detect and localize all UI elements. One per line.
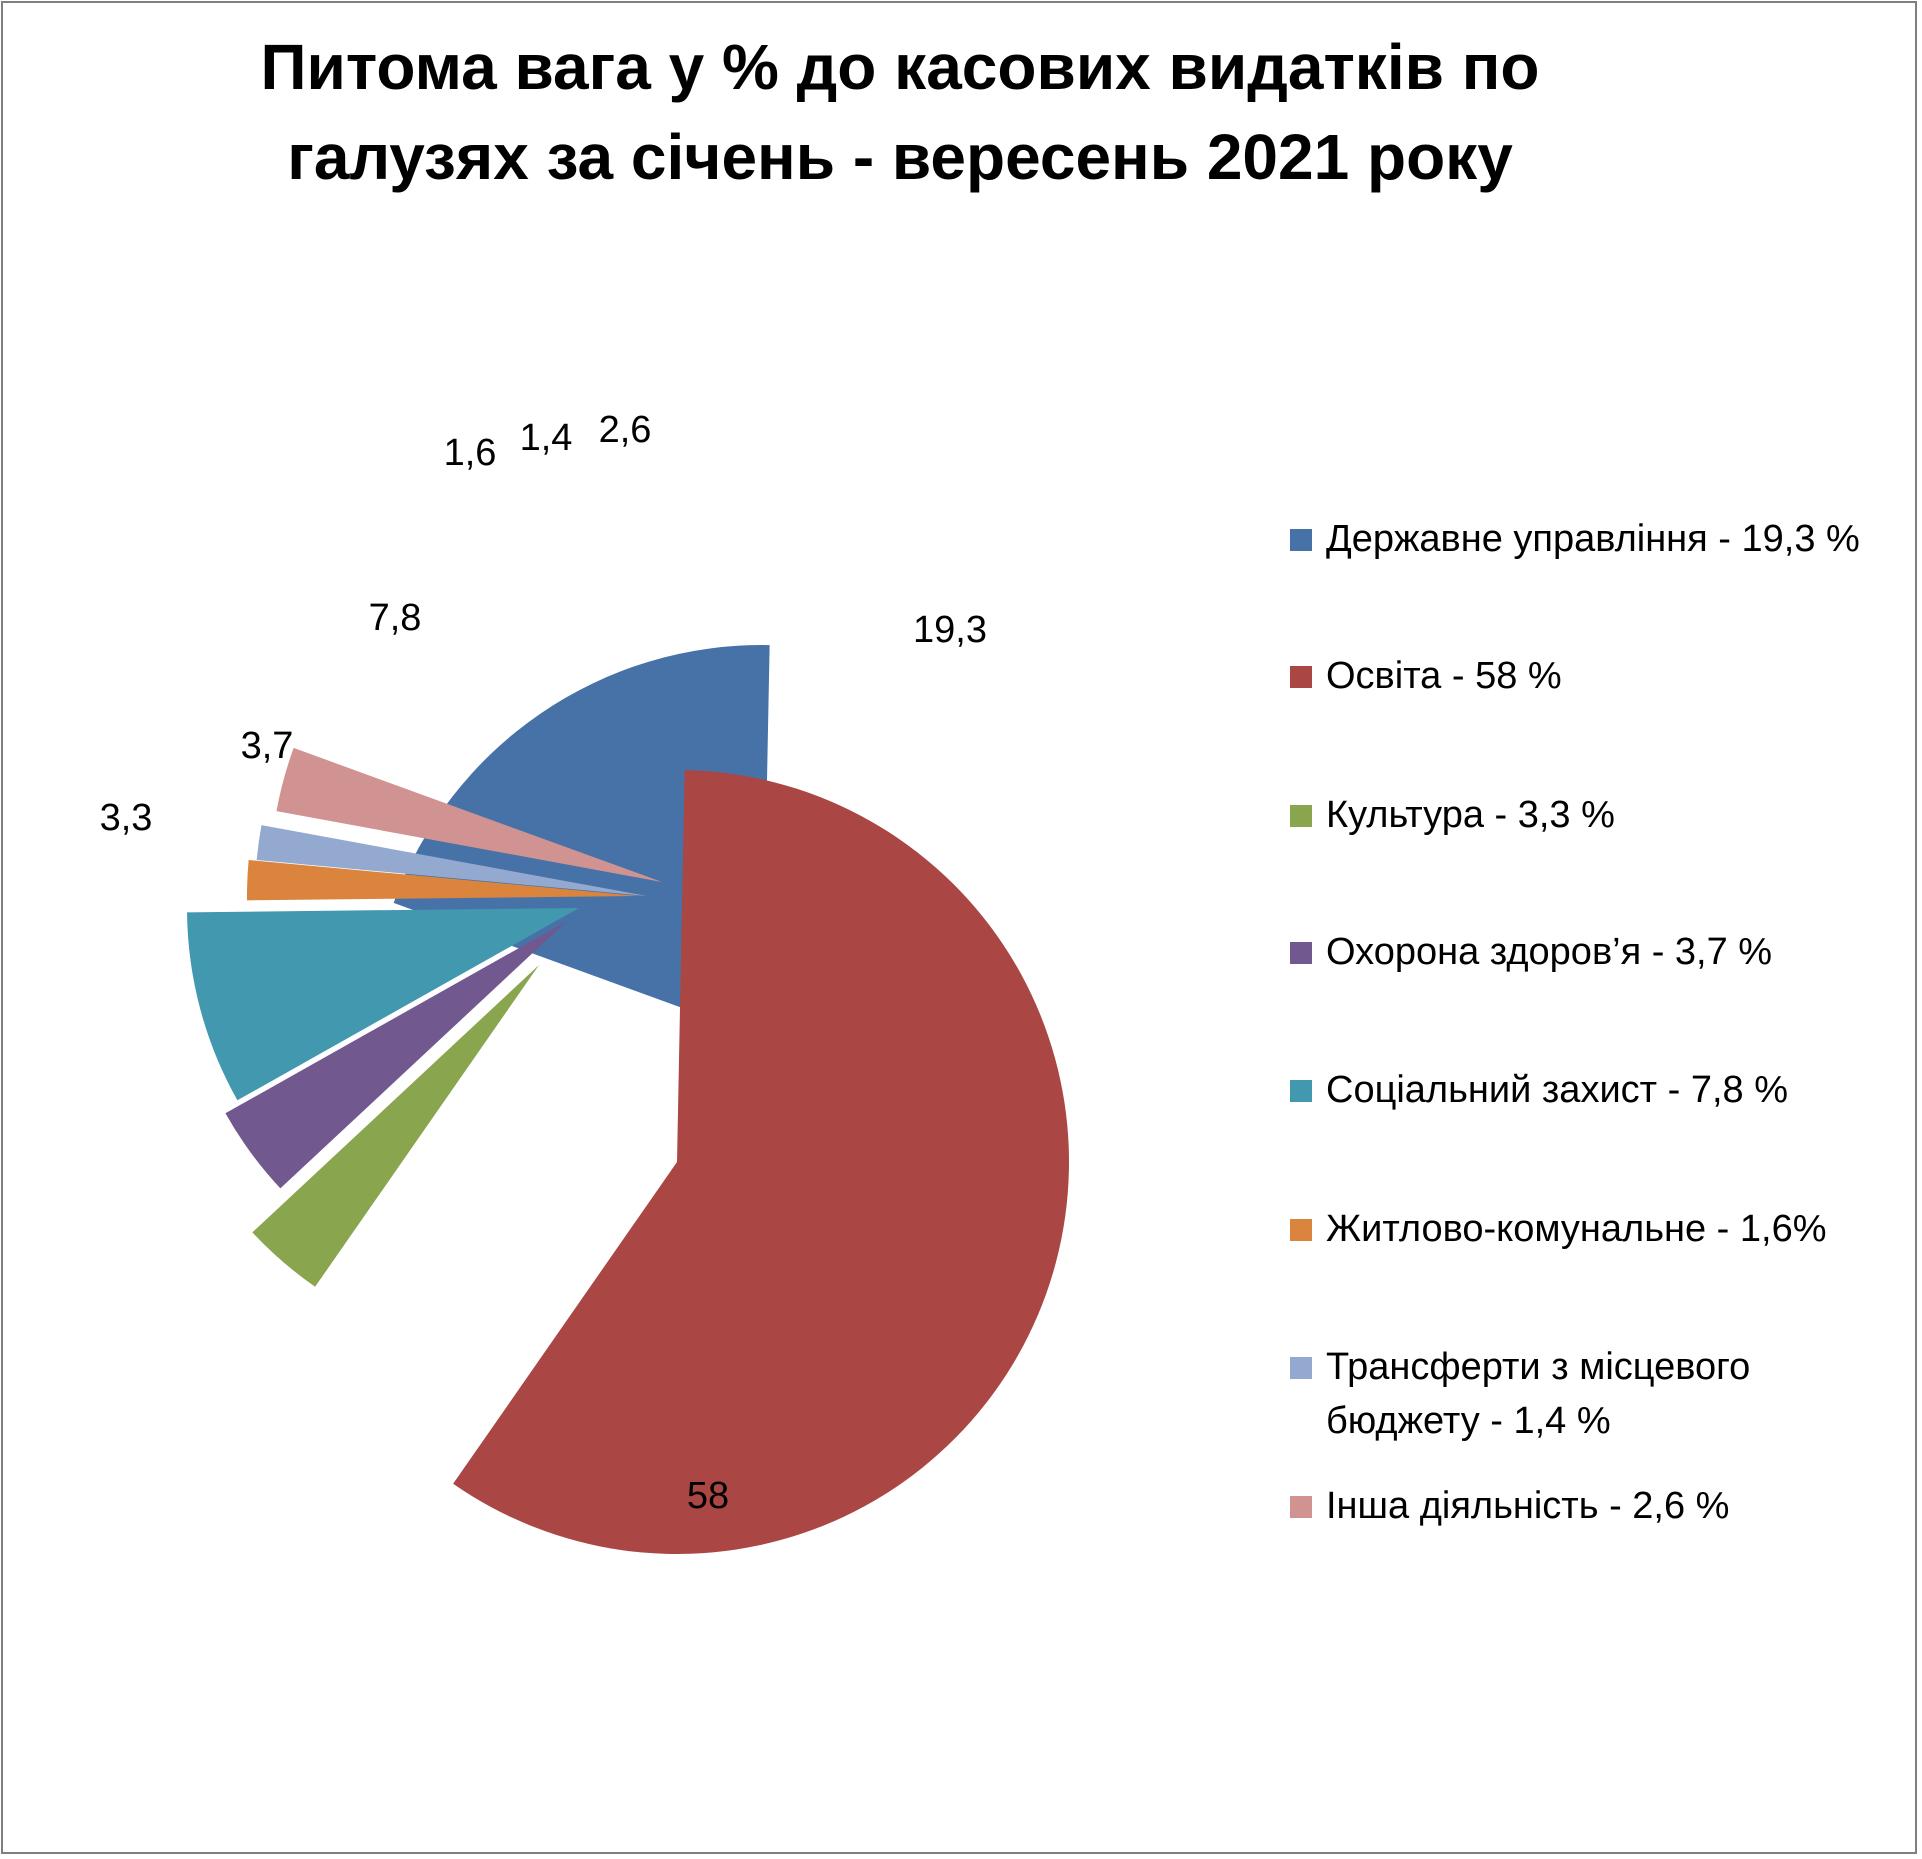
pie-slice: [256, 825, 647, 896]
data-label: 19,3: [913, 609, 987, 651]
legend-swatch: [1290, 666, 1312, 688]
legend-label: Житлово-комунальне - 1,6%: [1326, 1208, 1827, 1250]
legend-swatch: [1290, 529, 1312, 551]
legend-label: Освіта - 58 %: [1326, 655, 1562, 697]
data-label: 3,7: [241, 725, 294, 767]
legend-swatch: [1290, 942, 1312, 964]
legend-label: Соціальний захист - 7,8 %: [1326, 1069, 1789, 1111]
chart-title-line-2: галузях за січень - вересень 2021 року: [287, 121, 1513, 193]
chart-title-line-1: Питома вага у % до касових видатків по: [260, 31, 1540, 103]
pie-slice: [393, 645, 770, 1037]
pie-slice: [187, 908, 579, 1101]
legend-label: Трансферти з місцевого бюджету - 1,4 %: [1326, 1346, 1751, 1442]
pie-slice: [276, 747, 662, 882]
data-label: 1,6: [444, 432, 497, 474]
legend-swatch: [1290, 1496, 1312, 1518]
pie-slice: [252, 965, 539, 1287]
pie-slice: [453, 770, 1070, 1554]
legend-swatch: [1290, 805, 1312, 827]
legend-label: Культура - 3,3 %: [1326, 794, 1615, 836]
data-label: 1,4: [520, 417, 573, 459]
data-label: 2,6: [599, 409, 652, 451]
data-label: 3,3: [100, 797, 153, 839]
legend-label: Державне управління - 19,3 %: [1326, 518, 1860, 560]
data-label: 7,8: [369, 597, 422, 639]
pie-slice: [225, 921, 567, 1189]
pie-slice: [247, 860, 639, 901]
legend-swatch: [1290, 1357, 1312, 1379]
legend-swatch: [1290, 1219, 1312, 1241]
legend-label: Інша діяльність - 2,6 %: [1326, 1485, 1730, 1527]
legend-label: Охорона здоров’я - 3,7 %: [1326, 931, 1773, 973]
legend-swatch: [1290, 1080, 1312, 1102]
chart-title: Питома вага у % до касових видатків по г…: [80, 22, 1720, 202]
data-label: 58: [687, 1475, 729, 1517]
